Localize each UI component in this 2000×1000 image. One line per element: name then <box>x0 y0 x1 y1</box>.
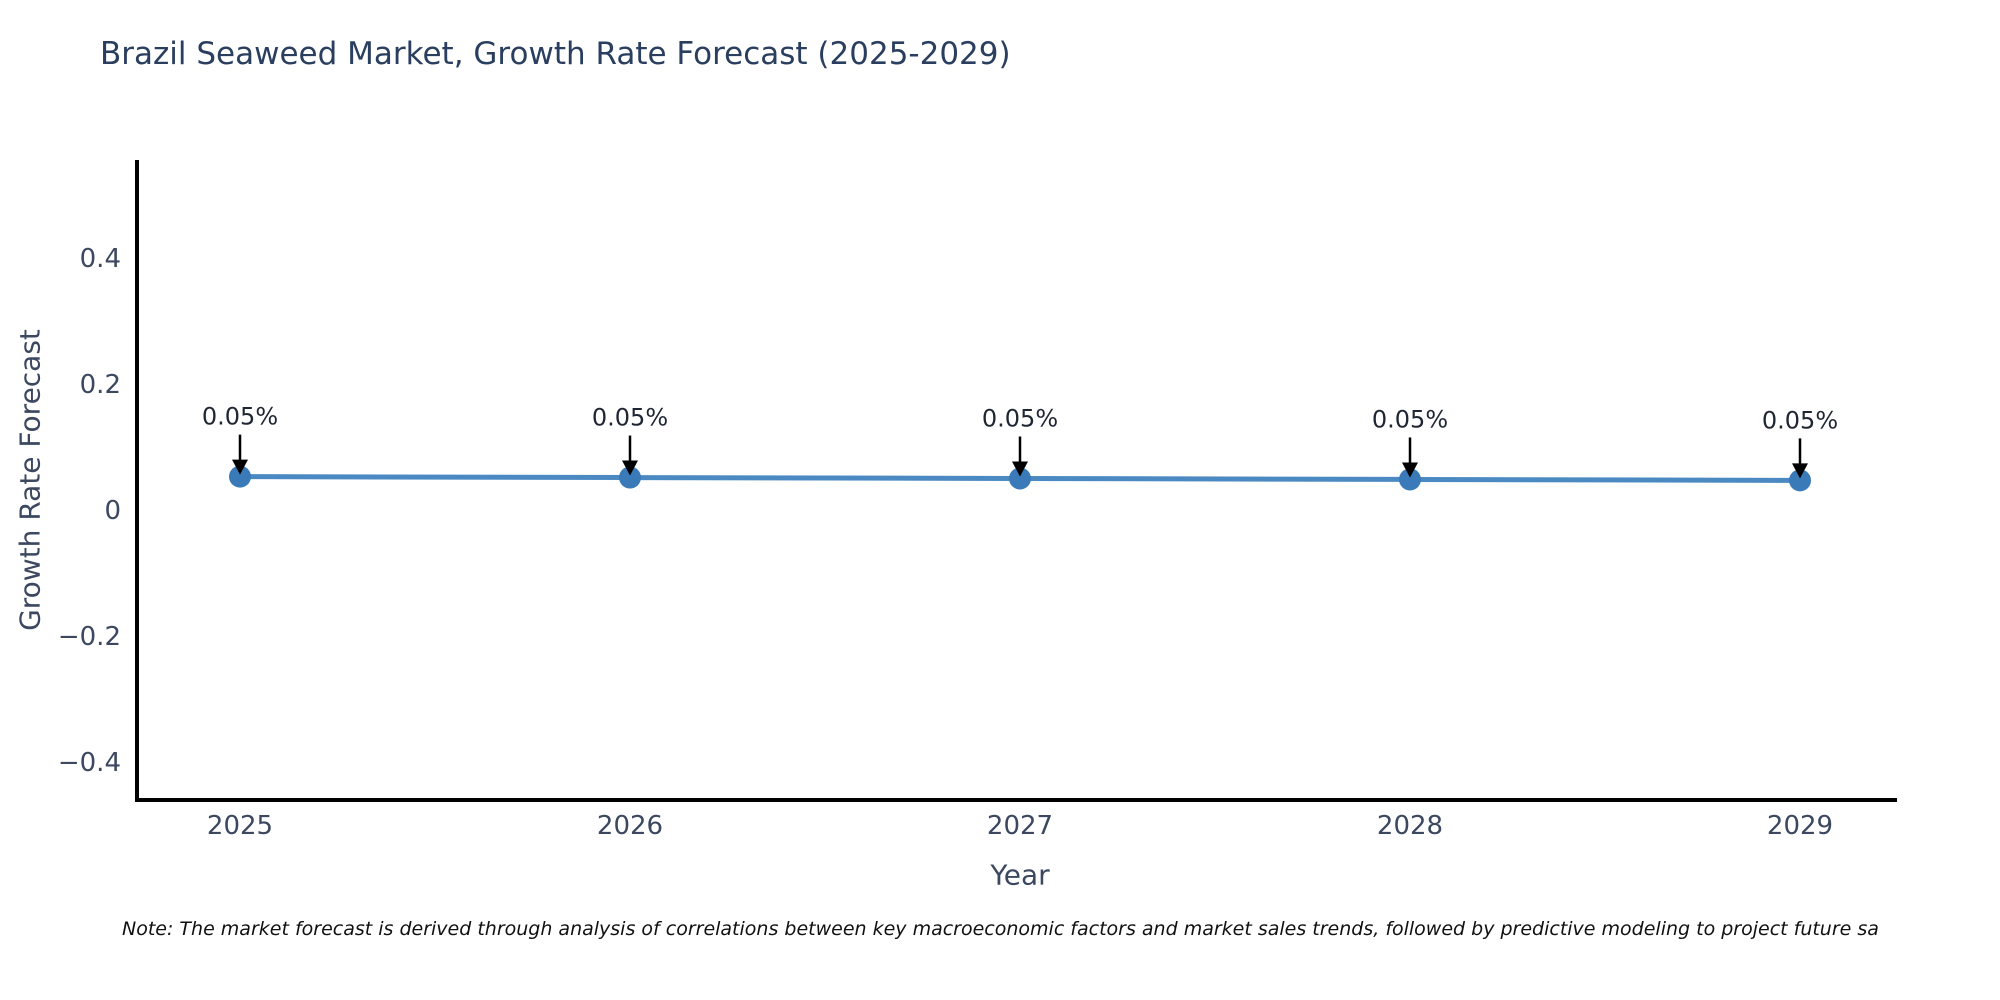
y-tick-label: −0.2 <box>58 622 121 652</box>
annotation-arrow-head <box>1792 463 1808 479</box>
annotation-label: 0.05% <box>202 403 278 431</box>
annotation-arrow-head <box>622 460 638 476</box>
x-tick-label: 2026 <box>597 811 663 841</box>
x-tick-label: 2027 <box>987 811 1053 841</box>
y-tick-label: 0.4 <box>80 244 121 274</box>
data-point-marker <box>619 466 641 489</box>
y-axis-title: Growth Rate Forecast <box>13 329 47 631</box>
x-tick-label: 2025 <box>207 811 273 841</box>
annotation-arrow-head <box>1402 462 1418 478</box>
data-point-marker <box>229 465 251 488</box>
annotation-label: 0.05% <box>982 405 1058 433</box>
x-tick-label: 2029 <box>1767 811 1833 841</box>
footnote: Note: The market forecast is derived thr… <box>122 918 1879 940</box>
y-tick-label: 0 <box>104 496 121 526</box>
data-point-marker <box>1789 469 1811 492</box>
annotation-label: 0.05% <box>1762 406 1838 434</box>
x-tick-label: 2028 <box>1377 811 1443 841</box>
y-tick-label: −0.4 <box>58 748 121 778</box>
data-point-marker <box>1399 468 1421 491</box>
annotation-label: 0.05% <box>592 404 668 432</box>
data-point-marker <box>1009 467 1031 490</box>
x-axis-title: Year <box>990 858 1050 892</box>
page-title: Brazil Seaweed Market, Growth Rate Forec… <box>100 36 1011 72</box>
y-tick-label: 0.2 <box>80 370 121 400</box>
annotation-label: 0.05% <box>1372 405 1448 433</box>
annotation-arrow-head <box>232 459 248 475</box>
annotation-arrow-head <box>1012 461 1028 477</box>
